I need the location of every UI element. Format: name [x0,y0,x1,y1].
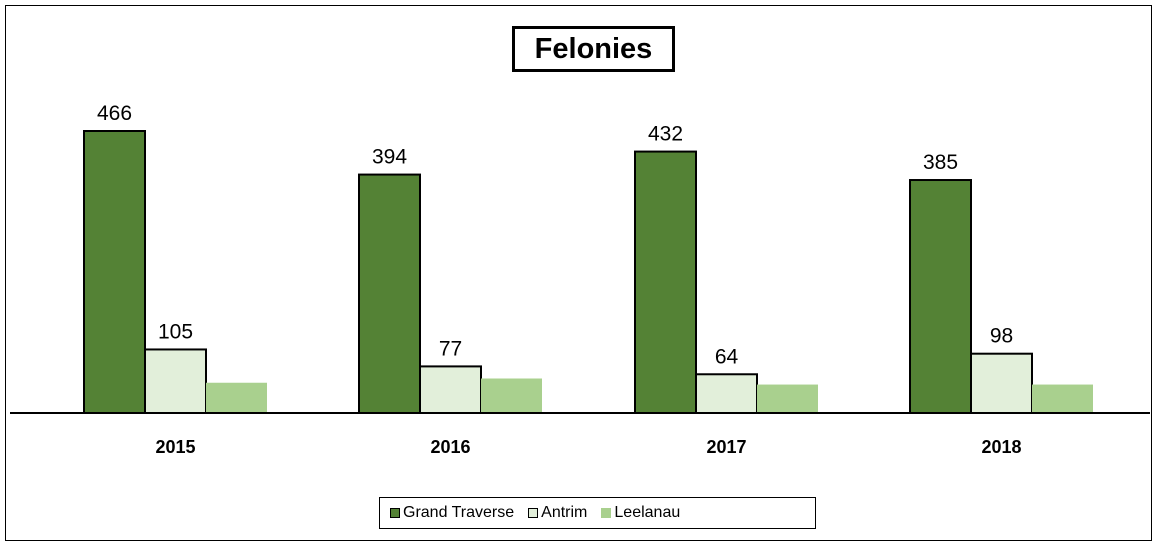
legend-item-antrim: Antrim [528,504,587,522]
data-label-antrim-2017: 64 [715,345,739,368]
bar-antrim-2018 [970,352,1033,415]
bar-leelanau-2017 [757,384,818,413]
bar-antrim-2017 [695,373,758,414]
data-label-antrim-2016: 77 [439,337,462,360]
bar-grand-traverse-2017 [634,150,697,414]
legend-swatch-antrim [528,508,539,518]
legend-label-antrim: Antrim [541,504,588,521]
legend-item-leelanau: Leelanau [601,504,680,522]
x-tick-label-2015: 2015 [155,437,195,457]
bar-leelanau-2018 [1032,384,1093,413]
legend-label-grand-traverse: Grand Traverse [403,504,515,521]
bar-grand-traverse-2016 [358,173,421,414]
legend-label-leelanau: Leelanau [614,504,681,521]
x-tick-label-2016: 2016 [430,437,470,457]
bar-antrim-2015 [144,348,207,414]
bar-leelanau-2015 [206,382,267,413]
data-label-grand-traverse-2015: 466 [97,102,132,125]
data-label-antrim-2018: 98 [990,325,1013,348]
x-tick-label-2017: 2017 [706,437,746,457]
legend-swatch-leelanau [601,508,612,518]
chart-title: Felonies [512,26,675,72]
data-label-grand-traverse-2017: 432 [648,123,683,146]
legend-swatch-grand-traverse [390,508,400,518]
x-tick-label-2018: 2018 [981,437,1021,457]
data-label-grand-traverse-2018: 385 [923,151,958,174]
bar-grand-traverse-2015 [83,130,146,414]
data-label-grand-traverse-2016: 394 [372,146,407,169]
legend-item-grand-traverse: Grand Traverse [390,504,514,522]
bar-antrim-2016 [419,365,482,415]
chart-legend: Grand Traverse Antrim Leelanau [379,497,816,529]
data-label-antrim-2015: 105 [158,320,193,343]
bar-grand-traverse-2018 [909,179,972,414]
bar-leelanau-2016 [481,378,542,413]
